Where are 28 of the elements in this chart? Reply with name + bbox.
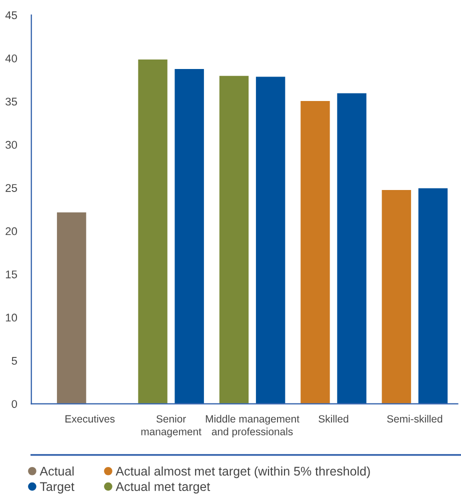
bar: [300, 100, 331, 404]
legend-label: Target: [40, 482, 74, 494]
y-tick-label: 15: [6, 270, 17, 278]
x-tick-label: Middle management and professionals: [206, 414, 300, 438]
bar: [56, 212, 87, 404]
bar: [218, 75, 250, 404]
y-tick-label: 25: [6, 184, 17, 192]
x-tick-label: Semi-skilled: [387, 414, 442, 423]
x-tick-label: Executives: [66, 414, 115, 423]
legend-label: Actual almost met target (within 5% threshold): [116, 466, 370, 478]
x-tick-label: Skilled: [318, 414, 348, 423]
bar: [174, 68, 205, 404]
x-tick-label: Senior management: [141, 414, 202, 438]
y-tick-label: 5: [12, 356, 17, 365]
y-tick-label: 10: [6, 314, 18, 322]
y-tick-label: 40: [5, 54, 18, 62]
bar: [336, 92, 368, 404]
legend-label: Actual met target: [116, 482, 210, 494]
y-tick-label: 35: [6, 98, 17, 106]
y-tick-label: 30: [6, 140, 18, 149]
legend-label: Actual: [40, 466, 74, 476]
bar: [137, 58, 168, 404]
y-tick-label: 20: [6, 227, 18, 236]
bar: [418, 187, 448, 404]
bar: [381, 189, 412, 404]
y-tick-label: 45: [5, 11, 17, 20]
bar: [255, 76, 286, 404]
y-tick-label: 0: [12, 400, 18, 408]
